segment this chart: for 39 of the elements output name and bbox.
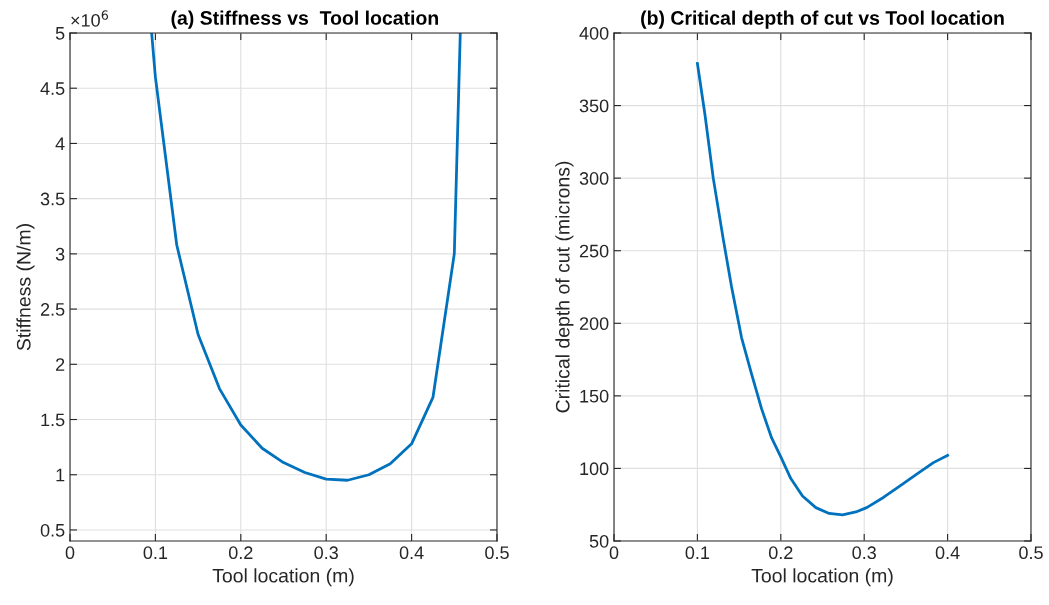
y-tick-label: 4.5 [40, 82, 65, 95]
chart-title: (a) Stiffness vs Tool location [171, 10, 438, 29]
x-tick-label: 0.5 [1019, 546, 1043, 560]
x-tick-label: 0.4 [399, 546, 424, 560]
x-tick-label: 0.1 [143, 546, 168, 560]
x-tick-label: 0.2 [768, 546, 793, 560]
y-tick-label: 200 [579, 317, 609, 331]
line-series [150, 33, 462, 482]
y-tick-label: 150 [580, 389, 609, 403]
y-tick-label: 350 [579, 99, 609, 113]
x-tick-label: 0.5 [485, 546, 509, 560]
x-tick-label: 0.4 [935, 546, 960, 560]
y-tick-label: 100 [580, 462, 609, 476]
y-tick-label: 3 [55, 247, 65, 261]
y-tick-label: 4 [55, 137, 65, 150]
y-tick-label: 250 [579, 244, 609, 258]
y-tick-label: 0.5 [40, 523, 65, 537]
y-tick-label: 300 [579, 172, 609, 185]
x-axis-title: Tool location (m) [212, 568, 354, 587]
y-tick-label: 1 [56, 468, 65, 482]
chart-title: (b) Critical depth of cut vs Tool location [641, 10, 1004, 29]
y-tick-label: 50 [589, 534, 609, 548]
x-tick-label: 0.3 [852, 546, 876, 560]
text: ×10$^{6}$ [71, 10, 109, 27]
y-axis-title: Stiffness (N/m) [16, 224, 35, 351]
x-tick-label: 0 [609, 546, 619, 560]
y-tick-label: 3.5 [40, 192, 65, 206]
y-tick-label: 2 [56, 358, 65, 371]
x-tick-label: 0.2 [228, 546, 253, 560]
y-tick-label: 400 [579, 26, 609, 40]
y-tick-label: 1.5 [41, 413, 65, 427]
x-tick-label: 0 [65, 546, 75, 560]
x-tick-label: 0.1 [685, 546, 710, 560]
y-tick-label: 2.5 [40, 303, 65, 316]
x-axis-title: Tool location (m) [751, 568, 893, 587]
line-series [696, 62, 949, 517]
y-axis-title: Critical depth of cut (microns) [555, 161, 574, 413]
y-tick-label: 5 [55, 27, 65, 40]
x-tick-label: 0.3 [314, 546, 338, 560]
